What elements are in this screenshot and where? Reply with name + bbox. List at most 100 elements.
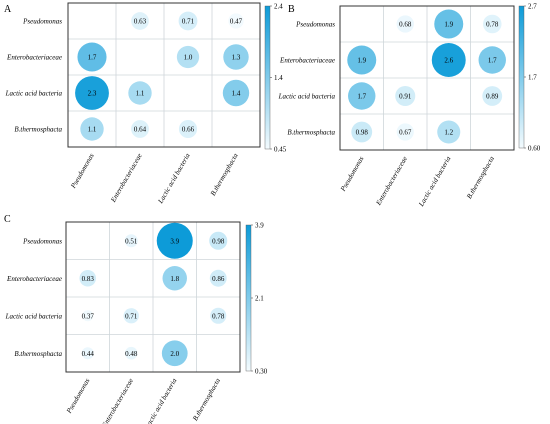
cell-label: 0.78 bbox=[486, 21, 499, 29]
cell-circle bbox=[482, 14, 502, 34]
cell-circle bbox=[77, 42, 107, 72]
cell-circle bbox=[131, 12, 149, 30]
cell-label: 1.7 bbox=[488, 57, 497, 65]
cell-label: 1.1 bbox=[88, 126, 97, 134]
cell-circle bbox=[228, 13, 244, 29]
colorbar bbox=[264, 5, 271, 150]
cell-circle bbox=[348, 82, 376, 110]
cell-label: 0.78 bbox=[212, 312, 225, 320]
row-label: Lactic acid bacteria bbox=[5, 312, 63, 320]
cell-circle bbox=[178, 11, 198, 31]
cell-label: 0.47 bbox=[230, 18, 243, 26]
cell-circle bbox=[222, 79, 250, 107]
cell-label: 1.7 bbox=[88, 54, 97, 62]
cell-label: 2.3 bbox=[88, 90, 97, 98]
cell-circle bbox=[209, 269, 227, 287]
cell-label: 0.64 bbox=[134, 126, 147, 134]
cell-circle bbox=[431, 43, 466, 77]
cell-label: 1.3 bbox=[232, 54, 241, 62]
cell-circle bbox=[123, 308, 139, 324]
colorbar-tick-label: 2.1 bbox=[255, 295, 264, 303]
colorbar bbox=[245, 224, 252, 372]
cell-label: 2.6 bbox=[444, 57, 453, 65]
cell-label: 1.2 bbox=[444, 129, 453, 137]
panel-c: C 0.51 3.9 0.98 0.83 1.8 0.86 0.37 0.71 0.78 0.44 0… bbox=[4, 214, 268, 424]
row-label: Pseudomonas bbox=[22, 18, 62, 26]
cell-label: 1.9 bbox=[444, 21, 453, 29]
cell-circle bbox=[79, 269, 97, 287]
cell-label: 0.98 bbox=[356, 129, 369, 137]
cell-circle bbox=[482, 86, 503, 106]
cell-circle bbox=[209, 231, 228, 250]
cell-label: 0.71 bbox=[182, 18, 195, 26]
cell-label: 0.83 bbox=[82, 275, 95, 283]
row-label: Lactic acid bacteria bbox=[5, 90, 63, 98]
row-label: Enterobacteriaceae bbox=[279, 57, 335, 65]
panel-letter: A bbox=[4, 4, 12, 15]
cell-label: 3.9 bbox=[170, 237, 179, 245]
cell-circle bbox=[347, 45, 377, 75]
cell-label: 1.0 bbox=[184, 54, 193, 62]
colorbar-tick-label: 2.4 bbox=[274, 3, 283, 11]
cell-circle bbox=[395, 85, 416, 107]
column-label: Pseudomonas bbox=[339, 155, 366, 194]
colorbar-tick-label: 1.4 bbox=[274, 74, 283, 82]
plot-frame bbox=[65, 221, 241, 373]
colorbar bbox=[518, 5, 525, 149]
colorbar-tick-label: 0.45 bbox=[274, 146, 287, 154]
cell-circle bbox=[81, 347, 94, 360]
panel-letter: B bbox=[288, 4, 295, 15]
cell-circle bbox=[128, 81, 152, 105]
column-label: B.thermosphacta bbox=[209, 152, 240, 198]
cell-label: 0.68 bbox=[399, 21, 412, 29]
cell-label: 0.71 bbox=[125, 312, 138, 320]
cell-circle bbox=[156, 222, 193, 259]
row-label: Enterobacteriaceae bbox=[6, 54, 62, 62]
cell-circle bbox=[437, 120, 461, 144]
row-label: Enterobacteriaceae bbox=[6, 275, 62, 283]
colorbar-tick-label: 0.60 bbox=[528, 145, 541, 153]
cell-circle bbox=[223, 44, 249, 70]
cell-circle bbox=[178, 119, 198, 139]
cell-circle bbox=[210, 307, 227, 324]
cell-circle bbox=[161, 340, 188, 367]
row-label: Lactic acid bacteria bbox=[278, 93, 336, 101]
column-label: B.thermosphacta bbox=[191, 377, 222, 423]
cell-circle bbox=[478, 46, 506, 74]
colorbar-tick-label: 2.7 bbox=[528, 3, 537, 11]
column-label: Pseudomonas bbox=[69, 152, 96, 191]
panel-letter: C bbox=[4, 214, 11, 225]
cell-circle bbox=[162, 266, 187, 291]
column-label: Enterobacteriaceae bbox=[109, 152, 144, 204]
cell-circle bbox=[124, 234, 138, 248]
row-label: Pseudomonas bbox=[22, 237, 62, 245]
colorbar-tick-label: 3.9 bbox=[255, 222, 264, 230]
plot-frame bbox=[67, 2, 261, 148]
cell-label: 1.9 bbox=[357, 57, 366, 65]
plot-frame bbox=[339, 5, 515, 151]
cell-circle bbox=[396, 15, 414, 33]
panel-a: A 0.63 0.71 0.47 1.7 1.0 1.3 2.3 1.1 1.4 1.1 0.64 0.… bbox=[4, 2, 287, 206]
cell-label: 0.89 bbox=[486, 93, 499, 101]
column-label: B.thermosphacta bbox=[465, 155, 496, 201]
colorbar-tick-label: 0.30 bbox=[255, 368, 268, 376]
cell-circle bbox=[176, 45, 200, 69]
column-label: Enterobacteriaceae bbox=[100, 377, 135, 424]
cell-label: 0.37 bbox=[82, 312, 95, 320]
cell-label: 0.63 bbox=[134, 18, 147, 26]
row-label: B.thermosphacta bbox=[287, 129, 335, 137]
cell-label: 1.7 bbox=[357, 93, 366, 101]
cell-circle bbox=[131, 120, 149, 138]
column-label: Lactic acid bacteria bbox=[417, 155, 453, 209]
cell-label: 0.51 bbox=[125, 237, 138, 245]
colorbar-tick-label: 1.7 bbox=[528, 74, 537, 82]
cell-label: 1.1 bbox=[136, 90, 145, 98]
cell-circle bbox=[434, 9, 464, 39]
row-label: B.thermosphacta bbox=[14, 126, 62, 134]
row-label: B.thermosphacta bbox=[14, 350, 62, 358]
cell-label: 0.98 bbox=[212, 237, 225, 245]
row-label: Pseudomonas bbox=[295, 21, 335, 29]
panel-b: B 0.68 1.9 0.78 1.9 2.6 1.7 1.7 0.91 0.89 0.98 0.67… bbox=[278, 3, 541, 209]
cell-circle bbox=[82, 310, 94, 322]
